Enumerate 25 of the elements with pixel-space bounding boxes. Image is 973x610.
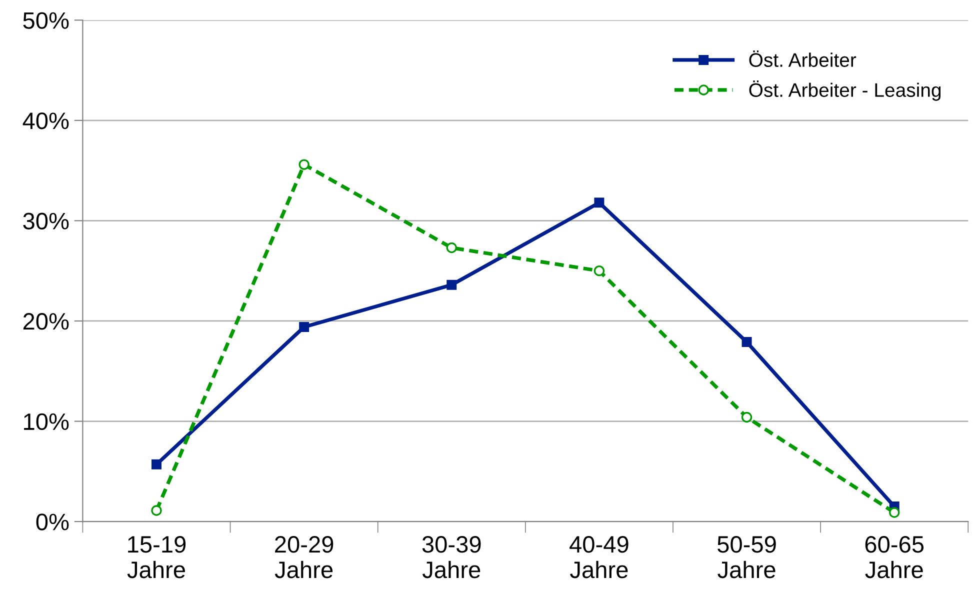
y-tick-label: 20% [23, 313, 69, 330]
legend-label: Öst. Arbeiter [749, 50, 856, 67]
point [594, 198, 604, 208]
point [446, 242, 457, 254]
y-tick-label: 50% [23, 12, 69, 29]
x-tick-label: 15-19 Jahre [127, 536, 186, 578]
x-tick-label: 20-29 Jahre [274, 536, 334, 578]
point [741, 412, 752, 423]
x-tick-label: 60-65 Jahre [865, 536, 924, 578]
point [594, 265, 605, 276]
point [742, 337, 752, 348]
point [151, 505, 162, 516]
y-tick-label: 10% [24, 413, 69, 430]
legend-label: Öst. Arbeiter - Leasing [749, 80, 941, 101]
x-tick-label: 40-49 Jahre [570, 536, 628, 578]
point [298, 159, 310, 170]
y-tick-label: 0% [36, 514, 69, 530]
y-tick-label: 30% [23, 212, 69, 230]
point [446, 280, 457, 290]
x-tick-label: 30-39 Jahre [422, 536, 481, 578]
y-tick-label: 40% [22, 112, 69, 130]
x-tick-label: 50-59 Jahre [718, 536, 776, 578]
point [151, 459, 162, 470]
point [889, 507, 900, 518]
point [299, 322, 310, 332]
